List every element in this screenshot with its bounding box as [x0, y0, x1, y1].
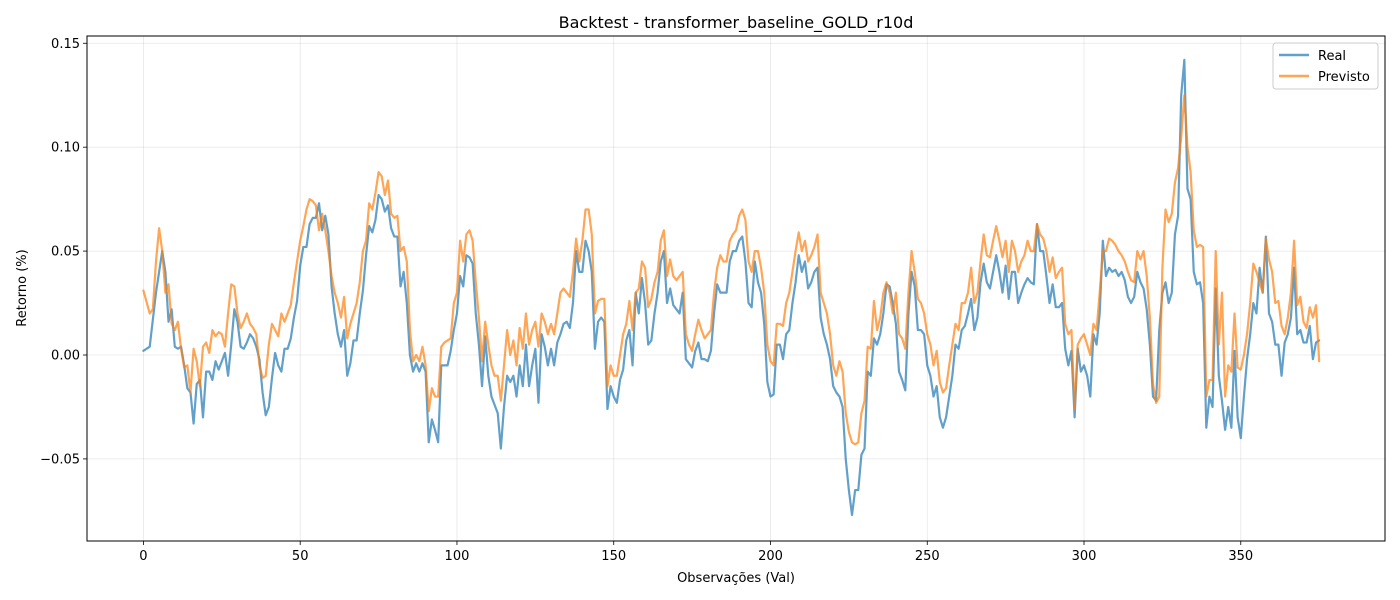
series-line-real: [142, 58, 1321, 517]
x-tick-label: 200: [758, 549, 783, 564]
legend-label-previsto: Previsto: [1318, 70, 1370, 85]
x-ticks: 0 50 100 150 200 250 300 350: [139, 541, 1253, 564]
x-tick-label: 250: [915, 549, 940, 564]
series-layer: [142, 58, 1321, 517]
y-tick-label: 0.15: [51, 37, 80, 52]
x-tick-label: 300: [1072, 549, 1097, 564]
y-axis-label: Retorno (%): [15, 249, 30, 326]
legend: Real Previsto: [1272, 42, 1379, 90]
x-tick-label: 100: [445, 549, 470, 564]
plot-frame: [86, 35, 1386, 542]
y-tick-label: −0.05: [40, 452, 80, 467]
x-tick-label: 350: [1228, 549, 1253, 564]
chart-title: Backtest - transformer_baseline_GOLD_r10…: [559, 13, 914, 33]
x-tick-label: 50: [292, 549, 309, 564]
legend-label-real: Real: [1318, 49, 1346, 64]
y-tick-label: 0.00: [51, 349, 80, 364]
x-tick-label: 0: [139, 549, 147, 564]
y-tick-label: 0.05: [51, 245, 80, 260]
x-tick-label: 150: [601, 549, 626, 564]
series-line-previsto: [142, 94, 1321, 446]
y-ticks: −0.05 0.00 0.05 0.10 0.15: [40, 37, 87, 467]
x-axis-label: Observações (Val): [677, 571, 795, 586]
y-tick-label: 0.10: [51, 141, 80, 156]
